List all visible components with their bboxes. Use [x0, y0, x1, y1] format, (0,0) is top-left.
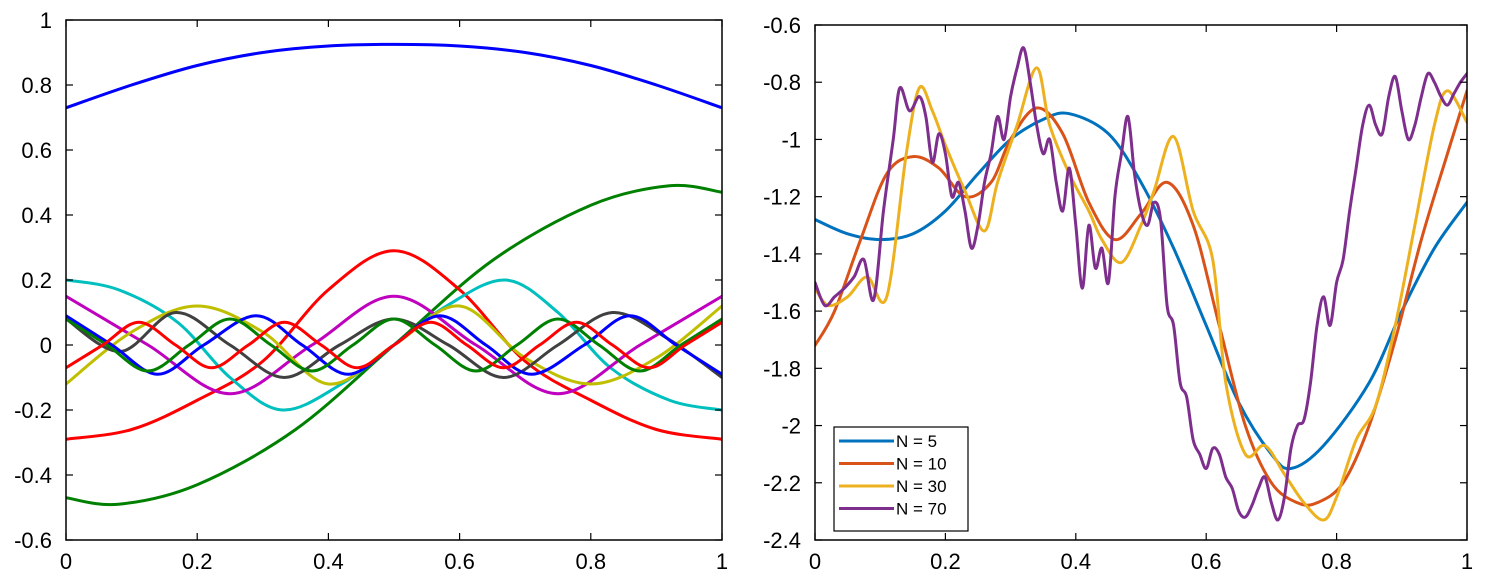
x-tick-label: 0.8: [576, 549, 607, 574]
series-line-10: [66, 320, 722, 370]
y-tick-label: -0.6: [763, 13, 801, 38]
axes-frame: [814, 24, 1468, 541]
series-line-3: [815, 66, 1467, 522]
left-plot: 0 0.2 0.4 0.6 0.8 1 -0.6 -0.4 -0.2 0 0.2 0.4 0.6 0.8 1: [14, 8, 728, 574]
y-tick-label: -1.2: [763, 185, 801, 210]
series-line-3: [66, 249, 722, 441]
y-tick-label: 0.6: [21, 138, 52, 163]
y-tick-label: -0.8: [763, 70, 801, 95]
legend-label: N = 10: [896, 455, 947, 474]
series-line-9: [66, 317, 722, 373]
y-tick-label: 0.8: [21, 73, 52, 98]
x-tick-label: 0.2: [182, 549, 213, 574]
series-group: [66, 42, 722, 507]
series-line-1: [66, 42, 722, 110]
series-line-2: [815, 89, 1467, 507]
y-tick-label: -0.4: [14, 463, 52, 488]
x-tick-label: 0.2: [930, 549, 961, 574]
x-tick-label: 0.8: [1321, 549, 1352, 574]
legend: N = 5 N = 10 N = 30 N = 70: [833, 426, 969, 532]
legend-label: N = 70: [896, 500, 947, 519]
legend-label: N = 30: [896, 477, 947, 496]
x-tick-label: 0.4: [1061, 549, 1092, 574]
y-tick-label: 0.2: [21, 268, 52, 293]
y-tick-label: -1: [781, 127, 801, 152]
y-tick-label: 0: [40, 333, 52, 358]
x-tick-label: 0.6: [1191, 549, 1222, 574]
right-plot: 0 0.2 0.4 0.6 0.8 1 -2.4 -2.2 -2 -1.8 -1.6 -1.4 -1.2…: [763, 13, 1473, 574]
y-tick-label: -1.4: [763, 242, 801, 267]
x-tick-label: 1: [1461, 549, 1473, 574]
x-tick-label: 0: [809, 549, 821, 574]
axes-frame: [65, 19, 723, 541]
y-tick-label: -2.2: [763, 471, 801, 496]
x-tick-label: 0.6: [444, 549, 475, 574]
y-tick-label: -0.2: [14, 398, 52, 423]
x-tick-label: 0: [60, 549, 72, 574]
y-tick-label: 0.4: [21, 203, 52, 228]
x-tick-label: 0.4: [313, 549, 344, 574]
series-line-1: [815, 111, 1467, 471]
y-tick-label: -1.8: [763, 356, 801, 381]
y-tick-label: -0.6: [14, 528, 52, 553]
legend-label: N = 5: [896, 432, 937, 451]
y-tick-label: -1.6: [763, 299, 801, 324]
y-tick-label: 1: [40, 8, 52, 33]
series-group: [815, 46, 1467, 522]
y-tick-label: -2.4: [763, 528, 801, 553]
series-line-4: [815, 46, 1467, 522]
legend-box: [833, 426, 969, 532]
y-tick-label: -2: [781, 414, 801, 439]
x-tick-label: 1: [716, 549, 728, 574]
